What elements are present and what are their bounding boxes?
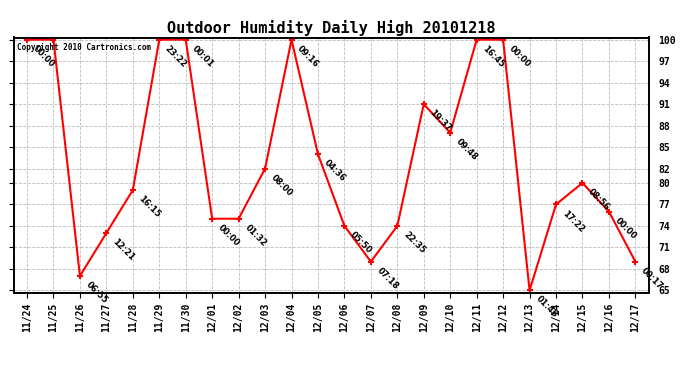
Text: 23:22: 23:22: [164, 44, 189, 69]
Text: Copyright 2010 Cartronics.com: Copyright 2010 Cartronics.com: [17, 43, 151, 52]
Text: 16:15: 16:15: [137, 194, 162, 220]
Text: 04:36: 04:36: [322, 158, 347, 184]
Text: 05:50: 05:50: [348, 230, 374, 255]
Text: 07:18: 07:18: [375, 266, 400, 291]
Text: 08:56: 08:56: [586, 187, 612, 212]
Title: Outdoor Humidity Daily High 20101218: Outdoor Humidity Daily High 20101218: [167, 20, 495, 36]
Text: 00:00: 00:00: [507, 44, 532, 69]
Text: 09:16: 09:16: [296, 44, 321, 69]
Text: 17:22: 17:22: [560, 209, 586, 234]
Text: 16:45: 16:45: [481, 44, 506, 69]
Text: 12:21: 12:21: [110, 237, 136, 262]
Text: 09:48: 09:48: [455, 137, 480, 162]
Text: 00:00: 00:00: [217, 223, 241, 248]
Text: 06:55: 06:55: [84, 280, 110, 306]
Text: 00:01: 00:01: [190, 44, 215, 69]
Text: 19:37: 19:37: [428, 108, 453, 134]
Text: 00:00: 00:00: [613, 216, 638, 241]
Text: 01:46: 01:46: [534, 294, 559, 320]
Text: 00:00: 00:00: [31, 44, 56, 69]
Text: 22:35: 22:35: [402, 230, 427, 255]
Text: 01:32: 01:32: [243, 223, 268, 248]
Text: 08:00: 08:00: [269, 173, 294, 198]
Text: 00:17: 00:17: [640, 266, 664, 291]
